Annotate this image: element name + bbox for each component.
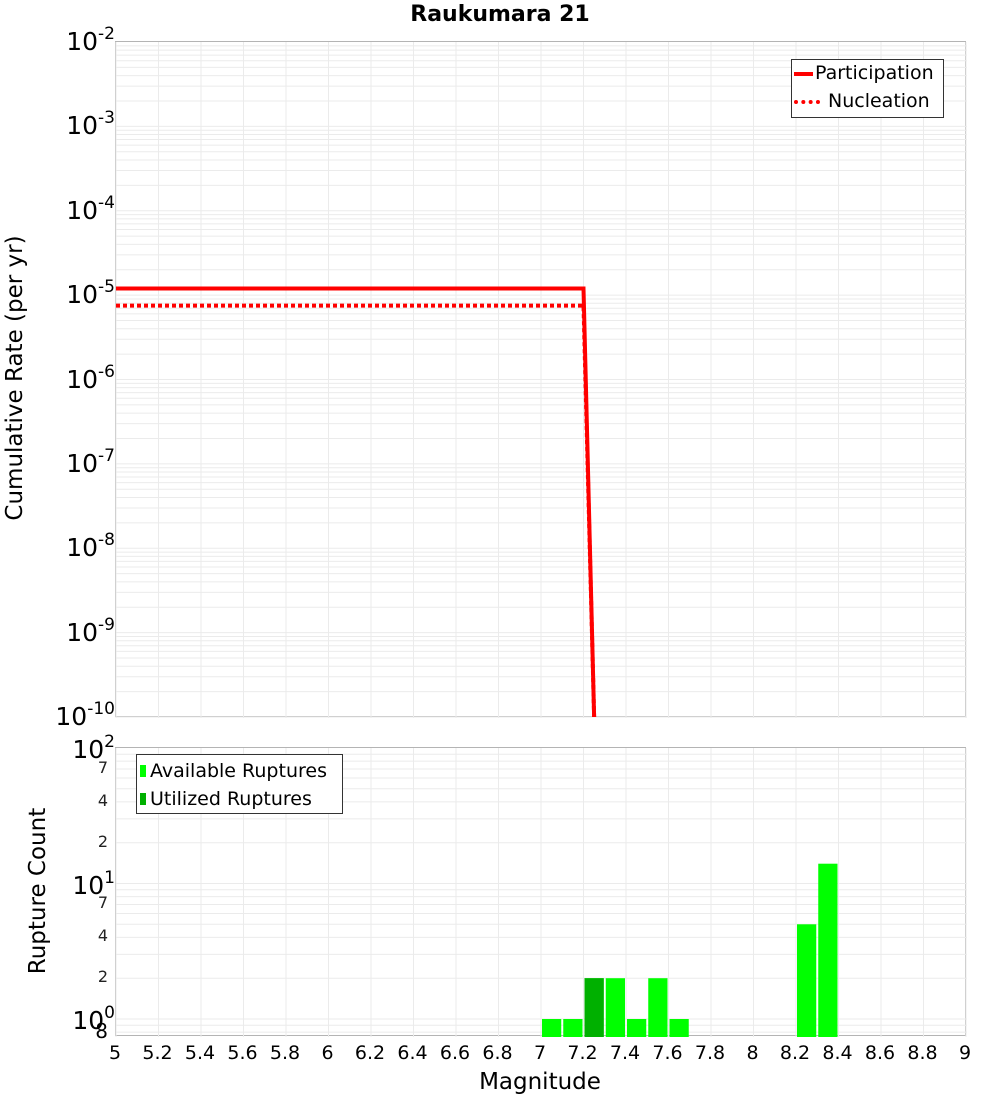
- top-y-tick: 10-4: [66, 192, 115, 225]
- participation-line: [116, 286, 597, 718]
- x-tick: 7: [533, 1042, 547, 1064]
- rupture-bar: [669, 1019, 689, 1037]
- top-y-tick: 10-10: [55, 699, 115, 731]
- x-tick: 8: [746, 1042, 759, 1064]
- bottom-y-minor-tick: 2: [97, 831, 108, 851]
- top-y-tick: 10-2: [66, 24, 115, 56]
- legend-item-participation: Participation: [794, 64, 934, 83]
- top-y-tick: 10-3: [66, 108, 115, 141]
- bottom-y-tick: 102: [72, 732, 115, 764]
- x-tick: 6.2: [354, 1042, 386, 1064]
- x-tick: 7.2: [567, 1042, 598, 1064]
- bottom-y-minor-tick: 8: [95, 1019, 108, 1044]
- x-tick: 8.4: [822, 1042, 853, 1064]
- rupture-bar: [542, 1019, 562, 1037]
- rupture-bar: [605, 978, 625, 1037]
- x-tick: 8.6: [864, 1042, 896, 1064]
- x-tick: 6.4: [397, 1042, 428, 1064]
- x-tick: 5: [108, 1042, 122, 1064]
- rupture-bar: [818, 863, 838, 1037]
- legend-item-utilized-ruptures: Utilized Ruptures: [140, 790, 312, 809]
- cumulative-rate-plot: [115, 41, 967, 718]
- top-y-tick: 10-6: [66, 361, 115, 394]
- utilized-swatch-icon: [140, 793, 146, 805]
- solid-line-icon: [794, 71, 813, 76]
- x-tick: 7.4: [609, 1042, 641, 1064]
- top-y-tick: 10-8: [66, 530, 115, 563]
- legend-item-nucleation: Nucleation: [794, 92, 930, 111]
- x-tick: 6.8: [482, 1042, 513, 1064]
- rupture-bar: [648, 978, 668, 1037]
- bottom-y-minor-tick: 4: [97, 926, 108, 946]
- x-tick: 7.6: [652, 1042, 683, 1064]
- x-tick: 9: [958, 1042, 972, 1064]
- x-tick: 5.4: [184, 1042, 216, 1064]
- x-tick: 7.8: [694, 1042, 726, 1064]
- chart-title: Raukumara 21: [410, 2, 590, 27]
- x-tick: 5.2: [142, 1042, 173, 1064]
- top-legend: Participation Nucleation: [791, 59, 944, 118]
- bottom-y-minor-tick: 7: [97, 893, 108, 913]
- bottom-y-axis-label: Rupture Count: [25, 807, 51, 975]
- top-y-tick: 10-9: [66, 614, 115, 647]
- x-axis-label: Magnitude: [479, 1069, 601, 1095]
- x-tick: 8.2: [779, 1042, 811, 1064]
- legend-item-available-ruptures: Available Ruptures: [140, 762, 327, 781]
- rupture-bar: [563, 1019, 583, 1037]
- bottom-legend: Available Ruptures Utilized Ruptures: [136, 754, 343, 814]
- bottom-y-minor-tick: 2: [97, 967, 108, 987]
- x-tick: 5.8: [269, 1042, 301, 1064]
- x-tick: 6.6: [439, 1042, 471, 1064]
- top-y-axis-label: Cumulative Rate (per yr): [2, 235, 28, 521]
- dotted-line-icon: [794, 99, 820, 104]
- rupture-count-plot: [115, 747, 967, 1037]
- rupture-bar: [584, 978, 604, 1037]
- top-y-tick: 10-7: [66, 445, 115, 478]
- x-tick: 6: [321, 1042, 334, 1064]
- rupture-bar: [797, 924, 817, 1037]
- rupture-bar: [627, 1019, 647, 1037]
- x-tick: 8.8: [907, 1042, 938, 1064]
- x-tick: 5.6: [227, 1042, 258, 1064]
- cumulative-rate-plot-canvas: [115, 42, 967, 718]
- bottom-y-tick: 100: [72, 1003, 115, 1035]
- available-swatch-icon: [140, 765, 146, 777]
- bottom-y-minor-tick: 4: [97, 790, 108, 810]
- bottom-y-minor-tick: 7: [97, 757, 108, 777]
- nucleation-line: [116, 303, 597, 718]
- bottom-y-tick: 101: [72, 867, 115, 900]
- top-y-tick: 10-5: [66, 277, 115, 310]
